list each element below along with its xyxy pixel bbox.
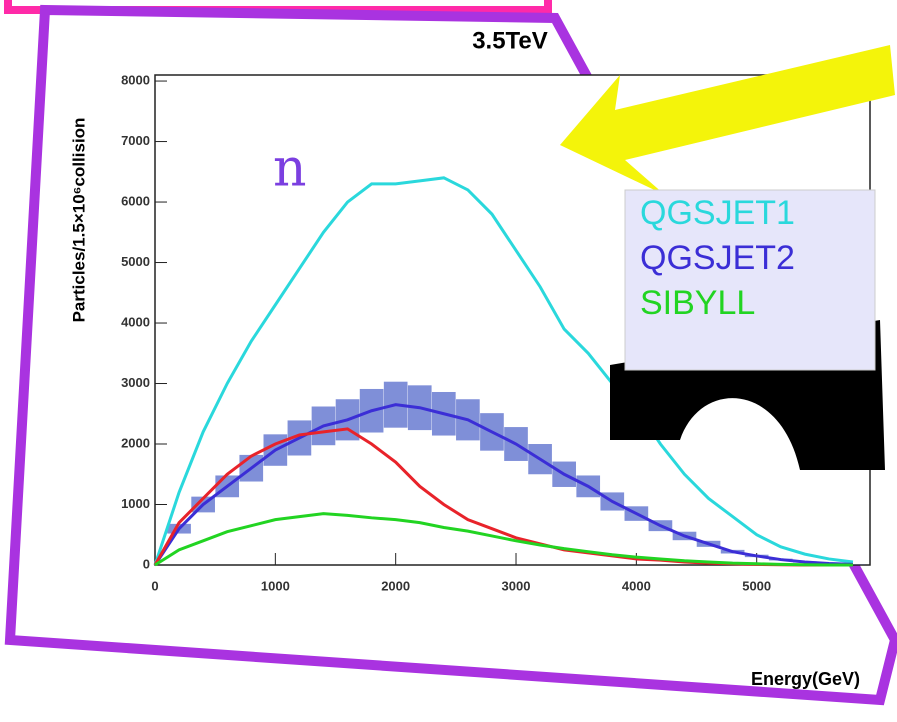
y-tick-label: 8000: [121, 72, 150, 87]
y-tick-label: 0: [143, 556, 150, 571]
series-line: [153, 176, 854, 566]
y-tick-label: 6000: [121, 193, 150, 208]
legend-label: SIBYLL: [640, 284, 755, 322]
series-line: [154, 512, 853, 567]
annotation: n: [273, 139, 307, 199]
x-tick-label: 1000: [261, 578, 290, 593]
y-tick-label: 4000: [121, 314, 150, 329]
x-axis-label: Energy(GeV): [751, 669, 860, 689]
legend-label: QGSJET2: [640, 239, 795, 277]
y-tick-label: 7000: [121, 133, 150, 148]
series-line: [153, 403, 854, 566]
y-axis-label: Particles/1.5×10⁶collision: [69, 118, 88, 323]
chart-title: 3.5TeV: [472, 27, 548, 54]
x-tick-label: 3000: [502, 578, 531, 593]
x-tick-label: 4000: [622, 578, 651, 593]
x-tick-label: 0: [151, 578, 158, 593]
legend-box: [624, 189, 876, 371]
y-tick-label: 1000: [121, 496, 150, 511]
y-tick-label: 2000: [121, 435, 150, 450]
legend-label: QGSJET1: [640, 194, 795, 232]
y-tick-label: 3000: [121, 375, 150, 390]
x-tick-label: 2000: [381, 578, 410, 593]
x-tick-label: 5000: [742, 578, 771, 593]
arrow: [560, 45, 895, 195]
y-tick-label: 5000: [121, 254, 150, 269]
